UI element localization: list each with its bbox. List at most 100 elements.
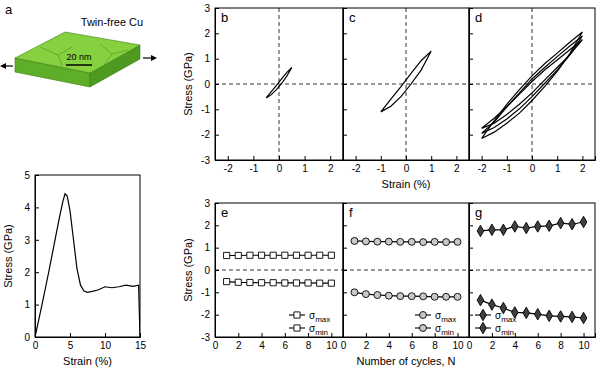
legend: σmaxσmin xyxy=(289,310,330,337)
series-marker xyxy=(385,238,392,245)
y-tick-label: 3 xyxy=(204,3,210,14)
series-marker xyxy=(270,280,276,286)
series-marker xyxy=(534,308,541,319)
y-tick-mark xyxy=(469,160,473,161)
legend-swatch-marker xyxy=(294,325,300,331)
y-tick-mark xyxy=(469,248,473,249)
series-marker xyxy=(258,280,264,286)
y-tick-mark xyxy=(35,305,39,306)
plot-frame xyxy=(35,175,140,337)
y-tick xyxy=(343,109,347,110)
x-tick-mark xyxy=(435,333,436,337)
x-tick-label: 2 xyxy=(580,163,586,174)
y-tick: -1 xyxy=(201,104,219,115)
x-axis-line xyxy=(216,156,344,161)
series-marker xyxy=(385,292,392,299)
x-tick: 0 xyxy=(530,156,536,174)
x-tick-mark xyxy=(262,333,263,337)
y-tick-mark xyxy=(469,8,473,9)
y-tick xyxy=(469,109,473,110)
grain-boundary xyxy=(40,47,58,55)
legend-swatch-marker xyxy=(480,309,487,320)
x-tick-label: 2 xyxy=(236,340,242,351)
legend-label: σmin xyxy=(495,323,514,337)
reference-line xyxy=(406,8,407,160)
y-tick-label: 3 xyxy=(24,235,30,246)
legend-label: σmax xyxy=(309,310,330,324)
series-line xyxy=(482,40,583,129)
y-axis-title: Stress (GPa) xyxy=(182,52,194,116)
figure-svg: aTwin-free Cu20 nm051015012345Strain (%)… xyxy=(0,0,600,377)
x-tick-label: 1 xyxy=(429,163,435,174)
y-tick xyxy=(343,315,347,316)
series-marker xyxy=(270,252,276,258)
x-tick-label: 6 xyxy=(283,340,289,351)
series-marker xyxy=(397,293,404,300)
x-tick-mark xyxy=(308,333,309,337)
series-marker xyxy=(328,252,334,258)
x-tick: 2 xyxy=(236,333,242,351)
y-tick-mark xyxy=(343,248,347,249)
y-tick xyxy=(469,33,473,34)
series-marker xyxy=(569,311,576,322)
x-tick-mark xyxy=(561,333,562,337)
y-tick-label: -3 xyxy=(201,332,210,343)
x-tick: 4 xyxy=(259,333,265,351)
chart-panel: 051015012345Strain (%)Stress (GPa) xyxy=(2,170,146,367)
x-tick: 10 xyxy=(452,333,464,351)
chart-panel: -2-1012cStrain (%) xyxy=(343,8,470,190)
x-tick-mark xyxy=(140,333,141,337)
y-tick: 2 xyxy=(204,28,219,39)
y-tick-mark xyxy=(343,337,347,338)
legend: σmaxσmin xyxy=(475,309,516,336)
y-tick-mark xyxy=(343,135,347,136)
legend-swatch-marker xyxy=(480,322,487,333)
series-line xyxy=(227,255,332,256)
y-tick-mark xyxy=(215,59,219,60)
x-tick-mark xyxy=(456,156,457,160)
x-tick: 2 xyxy=(364,333,370,351)
y-tick-label: 4 xyxy=(24,202,30,213)
series-marker xyxy=(431,238,438,245)
series-marker xyxy=(500,224,507,235)
panel-label: d xyxy=(475,10,482,25)
series-marker xyxy=(443,239,450,246)
y-tick xyxy=(343,160,347,161)
series-line xyxy=(227,282,332,284)
y-axis xyxy=(469,204,473,338)
x-tick-mark xyxy=(412,333,413,337)
y-tick: 3 xyxy=(204,3,219,14)
plot-frame xyxy=(469,8,595,160)
y-tick-label: -3 xyxy=(201,155,210,166)
x-tick-label: 2 xyxy=(364,340,370,351)
x-axis-line xyxy=(470,333,596,338)
x-tick: -1 xyxy=(503,156,512,174)
x-tick-label: 1 xyxy=(302,163,308,174)
legend-swatch-marker xyxy=(420,325,427,332)
y-tick: 5 xyxy=(24,170,39,181)
y-tick-mark xyxy=(35,175,39,176)
y-tick: 1 xyxy=(24,299,39,310)
series-marker xyxy=(305,280,311,286)
legend-entry: σmin xyxy=(415,323,454,337)
x-tick-label: 0 xyxy=(213,340,219,351)
series-marker xyxy=(454,293,461,300)
y-tick-mark xyxy=(215,337,219,338)
illustration: aTwin-free Cu20 nm xyxy=(0,2,157,87)
legend-label: σmax xyxy=(495,310,516,324)
y-tick-label: 1 xyxy=(204,242,210,253)
y-axis xyxy=(343,9,347,161)
x-tick: 2 xyxy=(328,156,334,174)
x-tick-label: 10 xyxy=(100,340,112,351)
reference-line xyxy=(215,84,343,85)
x-tick-mark xyxy=(507,156,508,160)
series-marker xyxy=(224,279,230,285)
series-marker xyxy=(235,252,241,258)
series-marker xyxy=(317,252,323,258)
y-tick-mark xyxy=(343,8,347,9)
y-tick-mark xyxy=(35,272,39,273)
x-tick: 10 xyxy=(578,333,590,351)
x-tick-label: 4 xyxy=(259,340,265,351)
series-marker xyxy=(431,293,438,300)
y-tick-mark xyxy=(215,225,219,226)
